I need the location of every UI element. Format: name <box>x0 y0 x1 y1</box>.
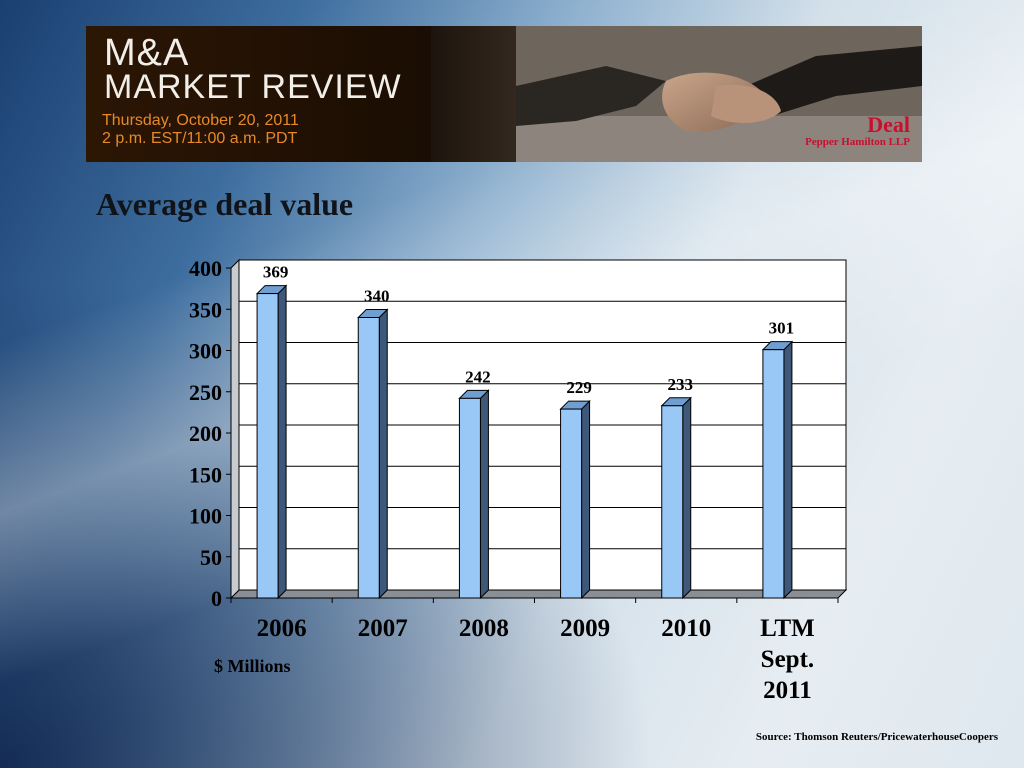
data-label: 369 <box>263 263 289 282</box>
units-label: $ Millions <box>214 656 291 676</box>
pepper-hamilton-logo: Pepper Hamilton LLP <box>805 136 910 148</box>
banner-text-panel <box>86 26 431 162</box>
x-tick-label: Sept. <box>761 646 814 673</box>
bar-side <box>277 284 287 600</box>
x-tick-label: 2007 <box>358 615 408 642</box>
x-tick-label: 2006 <box>257 615 307 642</box>
y-tick-label: 200 <box>189 421 222 446</box>
y-tick-label: 300 <box>189 339 222 364</box>
header-banner: M&A MARKET REVIEW Thursday, October 20, … <box>86 26 922 162</box>
bar <box>458 397 481 599</box>
deal-logo: Deal <box>867 112 910 137</box>
banner-time: 2 p.m. EST/11:00 a.m. PDT <box>102 130 298 147</box>
y-tick-label: 250 <box>189 380 222 405</box>
x-tick-label: 2010 <box>661 615 711 642</box>
bar-side <box>783 340 793 600</box>
data-label: 242 <box>465 367 491 386</box>
bar <box>661 405 684 599</box>
banner-title-line1: M&A <box>104 32 190 74</box>
bar <box>357 317 380 599</box>
handshake-image <box>516 26 922 162</box>
y-tick-label: 100 <box>189 504 222 529</box>
y-tick-label: 350 <box>189 297 222 322</box>
bar <box>256 293 279 599</box>
banner-date: Thursday, October 20, 2011 <box>102 112 299 129</box>
bar-side <box>378 308 388 600</box>
plot-floor <box>229 589 848 599</box>
bar <box>560 408 583 599</box>
bar-side <box>479 389 489 600</box>
x-tick-label: 2011 <box>763 677 812 704</box>
x-tick-label: 2009 <box>560 615 610 642</box>
y-tick-label: 150 <box>189 462 222 487</box>
y-tick-label: 50 <box>200 545 222 570</box>
bar <box>762 349 785 599</box>
source-note: Source: Thomson Reuters/PricewaterhouseC… <box>755 731 998 743</box>
banner-title-line2: MARKET REVIEW <box>104 68 402 106</box>
slide-title: Average deal value <box>96 186 354 222</box>
bar-side <box>682 396 692 600</box>
x-tick-label: 2008 <box>459 615 509 642</box>
bar-side <box>581 399 591 600</box>
plot-left-wall <box>230 258 240 600</box>
data-label: 301 <box>769 319 795 338</box>
data-label: 229 <box>566 378 592 397</box>
y-tick-label: 0 <box>211 586 222 611</box>
y-tick-label: 400 <box>189 256 222 281</box>
x-tick-label: LTM <box>760 615 815 642</box>
data-label: 233 <box>668 375 694 394</box>
data-label: 340 <box>364 287 390 306</box>
